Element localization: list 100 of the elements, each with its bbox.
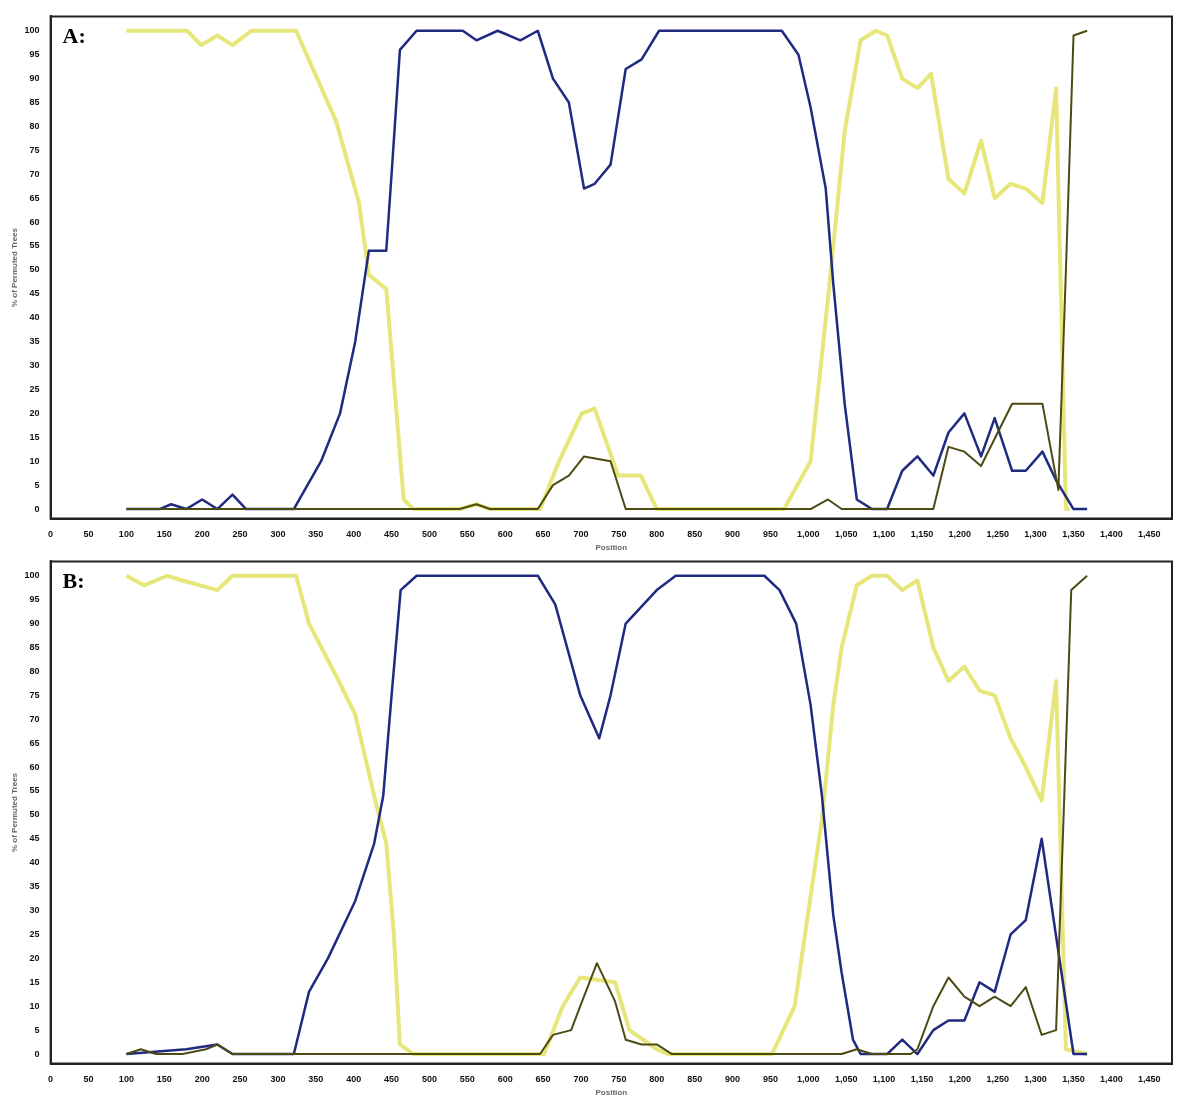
x-tick-label: 400 <box>346 529 362 540</box>
x-tick-label: 150 <box>156 1074 172 1085</box>
x-tick-label: 1,000 <box>797 529 820 540</box>
y-tick-label: 85 <box>29 96 40 107</box>
y-tick-label: 5 <box>34 1024 40 1035</box>
y-tick-label: 85 <box>29 641 40 652</box>
x-tick-label: 450 <box>384 1074 400 1085</box>
x-tick-label: 350 <box>308 529 324 540</box>
x-tick-label: 50 <box>83 529 94 540</box>
annotation: B: <box>62 568 85 594</box>
x-tick-label: 0 <box>48 529 54 540</box>
x-tick-label: 400 <box>346 1074 362 1085</box>
x-tick-label: 200 <box>194 529 210 540</box>
y-tick-label: 35 <box>29 881 40 892</box>
y-tick-label: 65 <box>29 192 40 203</box>
x-tick-label: 900 <box>725 1074 741 1085</box>
x-tick-label: 1,050 <box>834 529 858 540</box>
y-tick-label: 90 <box>29 73 40 84</box>
x-tick-label: 300 <box>270 529 286 540</box>
x-tick-label: 100 <box>118 1074 134 1085</box>
x-tick-label: 650 <box>535 1074 551 1085</box>
x-tick-label: 1,250 <box>986 529 1009 540</box>
y-tick-label: 20 <box>29 952 40 963</box>
y-tick-label: 15 <box>29 976 40 987</box>
y-tick-label: 40 <box>29 312 40 323</box>
y-tick-label: 65 <box>29 737 40 748</box>
y-tick-label: 45 <box>29 288 40 299</box>
x-tick-label: 1,200 <box>948 1074 972 1085</box>
x-tick-label: 1,350 <box>1062 529 1085 540</box>
y-axis-title: % of Permuted Trees <box>10 772 19 853</box>
y-tick-label: 10 <box>29 455 40 466</box>
x-tick-label: 200 <box>194 1074 210 1085</box>
x-tick-label: 50 <box>83 1074 94 1085</box>
x-tick-label: 1,150 <box>910 529 934 540</box>
x-tick-label: 950 <box>762 1074 778 1085</box>
x-axis-title: Position <box>595 1088 628 1098</box>
x-tick-label: 350 <box>308 1074 324 1085</box>
x-tick-label: 950 <box>762 529 778 540</box>
y-tick-label: 95 <box>29 49 40 60</box>
y-tick-label: 10 <box>29 1000 40 1011</box>
x-tick-label: 750 <box>611 1074 627 1085</box>
y-tick-label: 75 <box>29 689 40 700</box>
x-tick-label: 1,250 <box>986 1074 1009 1085</box>
x-tick-label: 1,450 <box>1138 1074 1161 1085</box>
y-axis-title: % of Permuted Trees <box>10 227 19 308</box>
x-tick-label: 550 <box>459 529 475 540</box>
y-tick-label: 0 <box>34 1048 40 1059</box>
y-tick-label: 90 <box>29 618 40 629</box>
x-tick-label: 600 <box>497 1074 513 1085</box>
y-tick-label: 30 <box>29 360 40 371</box>
x-tick-label: 500 <box>421 529 437 540</box>
y-tick-label: 60 <box>29 761 40 772</box>
x-tick-label: 100 <box>118 529 134 540</box>
x-tick-label: 1,050 <box>834 1074 858 1085</box>
x-tick-label: 300 <box>270 1074 286 1085</box>
x-tick-label: 1,100 <box>872 1074 896 1085</box>
y-tick-label: 45 <box>29 833 40 844</box>
y-tick-label: 95 <box>29 594 40 605</box>
y-tick-label: 100 <box>24 570 40 581</box>
x-tick-label: 750 <box>611 529 627 540</box>
x-tick-label: 1,150 <box>910 1074 934 1085</box>
y-tick-label: 50 <box>29 809 40 820</box>
y-tick-label: 80 <box>29 120 40 131</box>
x-tick-label: 1,300 <box>1024 529 1047 540</box>
x-tick-label: 1,200 <box>948 529 972 540</box>
x-tick-label: 700 <box>573 1074 589 1085</box>
x-tick-label: 250 <box>232 1074 248 1085</box>
x-tick-label: 550 <box>459 1074 475 1085</box>
x-tick-label: 800 <box>649 529 665 540</box>
x-tick-label: 450 <box>384 529 400 540</box>
y-tick-label: 20 <box>29 407 40 418</box>
x-axis-title: Position <box>595 543 628 553</box>
y-tick-label: 100 <box>24 25 40 36</box>
y-tick-label: 55 <box>29 785 40 796</box>
x-tick-label: 1,450 <box>1138 529 1161 540</box>
x-tick-label: 850 <box>687 1074 703 1085</box>
x-tick-label: 0 <box>48 1074 54 1085</box>
x-tick-label: 800 <box>649 1074 665 1085</box>
y-tick-label: 15 <box>29 431 40 442</box>
x-tick-label: 500 <box>421 1074 437 1085</box>
x-tick-label: 1,400 <box>1100 529 1123 540</box>
x-tick-label: 650 <box>535 529 551 540</box>
y-tick-label: 30 <box>29 905 40 916</box>
x-tick-label: 150 <box>156 529 172 540</box>
x-tick-label: 700 <box>573 529 589 540</box>
y-tick-label: 75 <box>29 144 40 155</box>
y-tick-label: 80 <box>29 665 40 676</box>
y-tick-label: 25 <box>29 383 40 394</box>
x-tick-label: 1,000 <box>797 1074 820 1085</box>
y-tick-label: 25 <box>29 928 40 939</box>
y-tick-label: 60 <box>29 216 40 227</box>
x-tick-label: 1,300 <box>1024 1074 1047 1085</box>
annotation: A: <box>62 23 86 49</box>
y-tick-label: 35 <box>29 336 40 347</box>
y-tick-label: 50 <box>29 264 40 275</box>
x-tick-label: 600 <box>497 529 513 540</box>
x-tick-label: 250 <box>232 529 248 540</box>
y-tick-label: 5 <box>34 479 40 490</box>
y-tick-label: 55 <box>29 240 40 251</box>
x-tick-label: 1,100 <box>872 529 896 540</box>
